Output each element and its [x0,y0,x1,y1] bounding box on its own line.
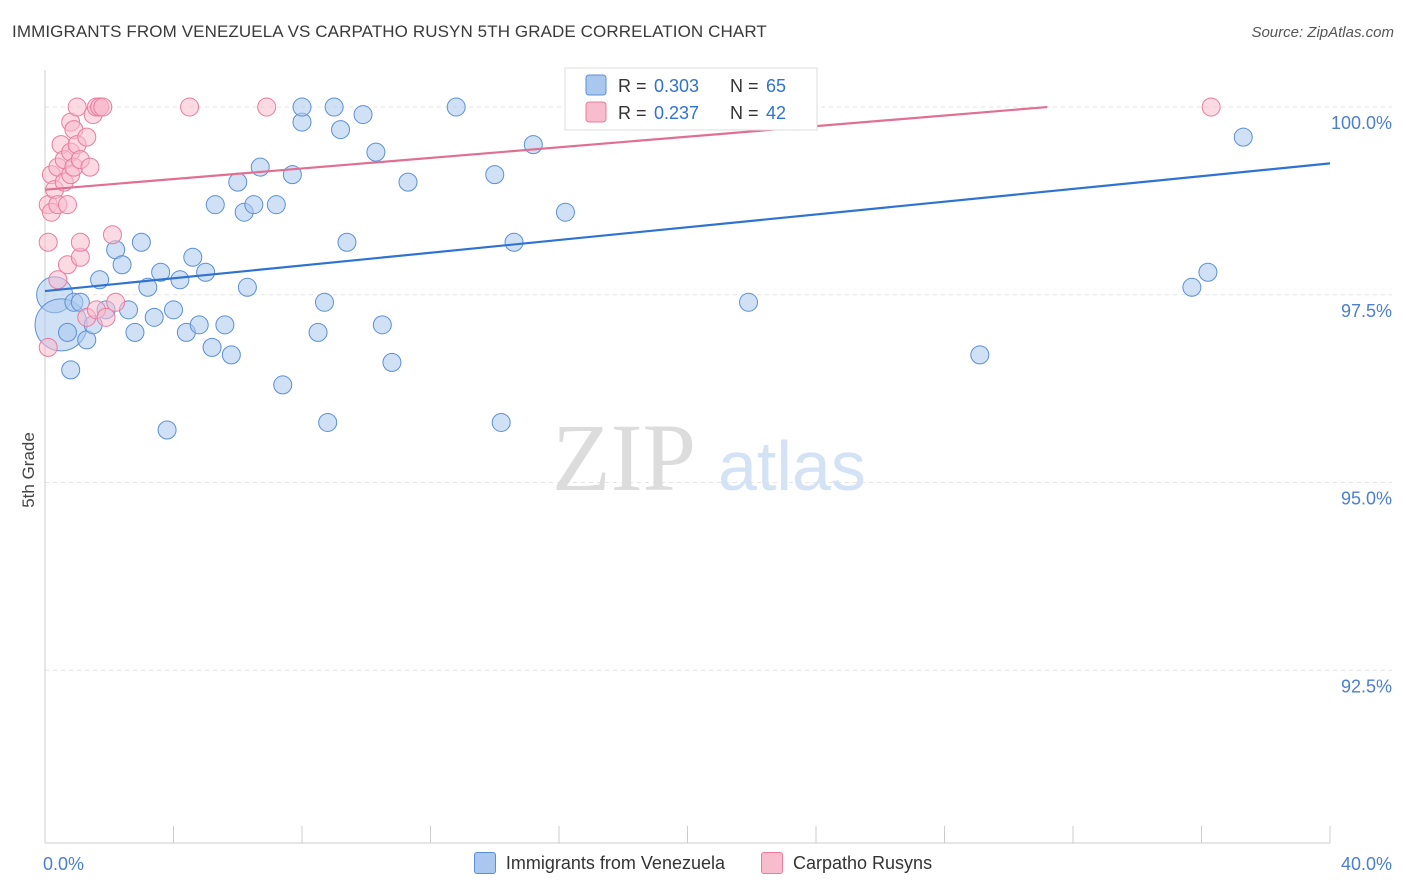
point-venezuela [170,270,190,290]
point-venezuela [202,337,222,357]
legend-swatch-pink [761,852,783,874]
data-points [34,97,1253,440]
watermark-zip: ZIP [552,404,696,511]
legend-item-carpatho-rusyns[interactable]: Carpatho Rusyns [761,852,932,874]
point-venezuela [337,232,357,252]
point-carpatho-rusyn [106,292,126,312]
point-venezuela [314,292,334,312]
point-venezuela [324,97,344,117]
point-carpatho-rusyn [1201,97,1221,117]
point-carpatho-rusyn [80,157,100,177]
point-carpatho-rusyn [257,97,277,117]
point-carpatho-rusyn [102,225,122,245]
tick-labels: 92.5% 95.0% 97.5% 100.0% 0.0% 40.0% [43,113,1392,874]
point-venezuela [366,142,386,162]
point-venezuela [157,420,177,440]
point-venezuela [1233,127,1253,147]
point-venezuela [266,195,286,215]
stats-n-value: 65 [766,76,786,96]
point-venezuela [183,247,203,267]
point-venezuela [205,195,225,215]
point-venezuela [215,315,235,335]
point-venezuela [228,172,248,192]
point-venezuela [318,412,338,432]
point-venezuela [164,300,183,320]
point-venezuela [144,307,164,327]
point-venezuela [504,232,524,252]
stats-n-label: N = [730,103,759,123]
y-tick-label: 92.5% [1341,676,1392,696]
legend: Immigrants from Venezuela Carpatho Rusyn… [0,852,1406,874]
point-venezuela [125,322,145,342]
point-venezuela [1198,262,1218,282]
point-carpatho-rusyn [77,127,97,147]
point-venezuela [398,172,418,192]
point-venezuela [61,360,81,380]
point-venezuela [138,277,158,297]
x-tick-label: 0.0% [43,854,84,874]
point-venezuela [112,255,132,275]
point-venezuela [1182,277,1202,297]
point-carpatho-rusyn [38,337,58,357]
point-carpatho-rusyn [70,232,90,252]
point-venezuela [237,277,257,297]
stats-n-value: 42 [766,103,786,123]
stats-swatch-pink [585,101,607,123]
point-venezuela [331,120,351,140]
stats-r-value: 0.303 [654,76,699,96]
stats-swatch-blue [585,74,607,96]
stats-box: R = 0.303 N = 65 R = 0.237 N = 42 [564,67,818,131]
point-venezuela [273,375,293,395]
legend-label: Carpatho Rusyns [793,852,933,873]
source-label: Source: ZipAtlas.com [1251,24,1394,41]
grid-lines [45,106,1392,671]
point-carpatho-rusyn [67,97,87,117]
point-venezuela [308,322,328,342]
y-tick-label: 95.0% [1341,489,1392,509]
point-venezuela [353,105,373,125]
legend-swatch-blue [473,852,496,874]
legend-item-venezuela[interactable]: Immigrants from Venezuela [473,852,725,874]
point-venezuela [244,195,264,215]
stats-r-label: R = [618,103,647,123]
point-venezuela [57,322,77,342]
stats-r-value: 0.237 [654,103,699,123]
trend-line-venezuela [44,162,1331,293]
point-carpatho-rusyn [57,195,77,215]
watermark: ZIP atlas [552,404,866,511]
x-tick-label: 40.0% [1341,854,1392,874]
point-venezuela [555,202,575,222]
point-venezuela [196,262,216,282]
y-axis-label: 5th Grade [19,432,38,508]
axes [44,70,1331,844]
stats-r-label: R = [618,76,647,96]
y-tick-label: 100.0% [1331,113,1392,133]
chart-title: IMMIGRANTS FROM VENEZUELA VS CARPATHO RU… [12,22,767,41]
point-carpatho-rusyn [38,232,58,252]
watermark-atlas: atlas [718,427,866,505]
point-carpatho-rusyn [93,97,113,117]
point-venezuela [446,97,466,117]
point-carpatho-rusyn [96,307,116,327]
stats-n-label: N = [730,76,759,96]
point-venezuela [131,232,151,252]
point-venezuela [189,315,209,335]
point-venezuela [292,97,312,117]
trend-line-carpatho-rusyns [44,105,1048,191]
point-venezuela [485,165,505,185]
point-venezuela [382,352,402,372]
point-venezuela [372,315,392,335]
point-venezuela [739,292,759,312]
point-venezuela [970,345,990,365]
point-venezuela [221,345,241,365]
legend-label: Immigrants from Venezuela [505,852,725,873]
trend-lines [44,105,1331,293]
point-venezuela [491,412,511,432]
point-carpatho-rusyn [180,97,200,117]
y-tick-label: 97.5% [1341,301,1392,321]
point-venezuela [151,262,171,282]
